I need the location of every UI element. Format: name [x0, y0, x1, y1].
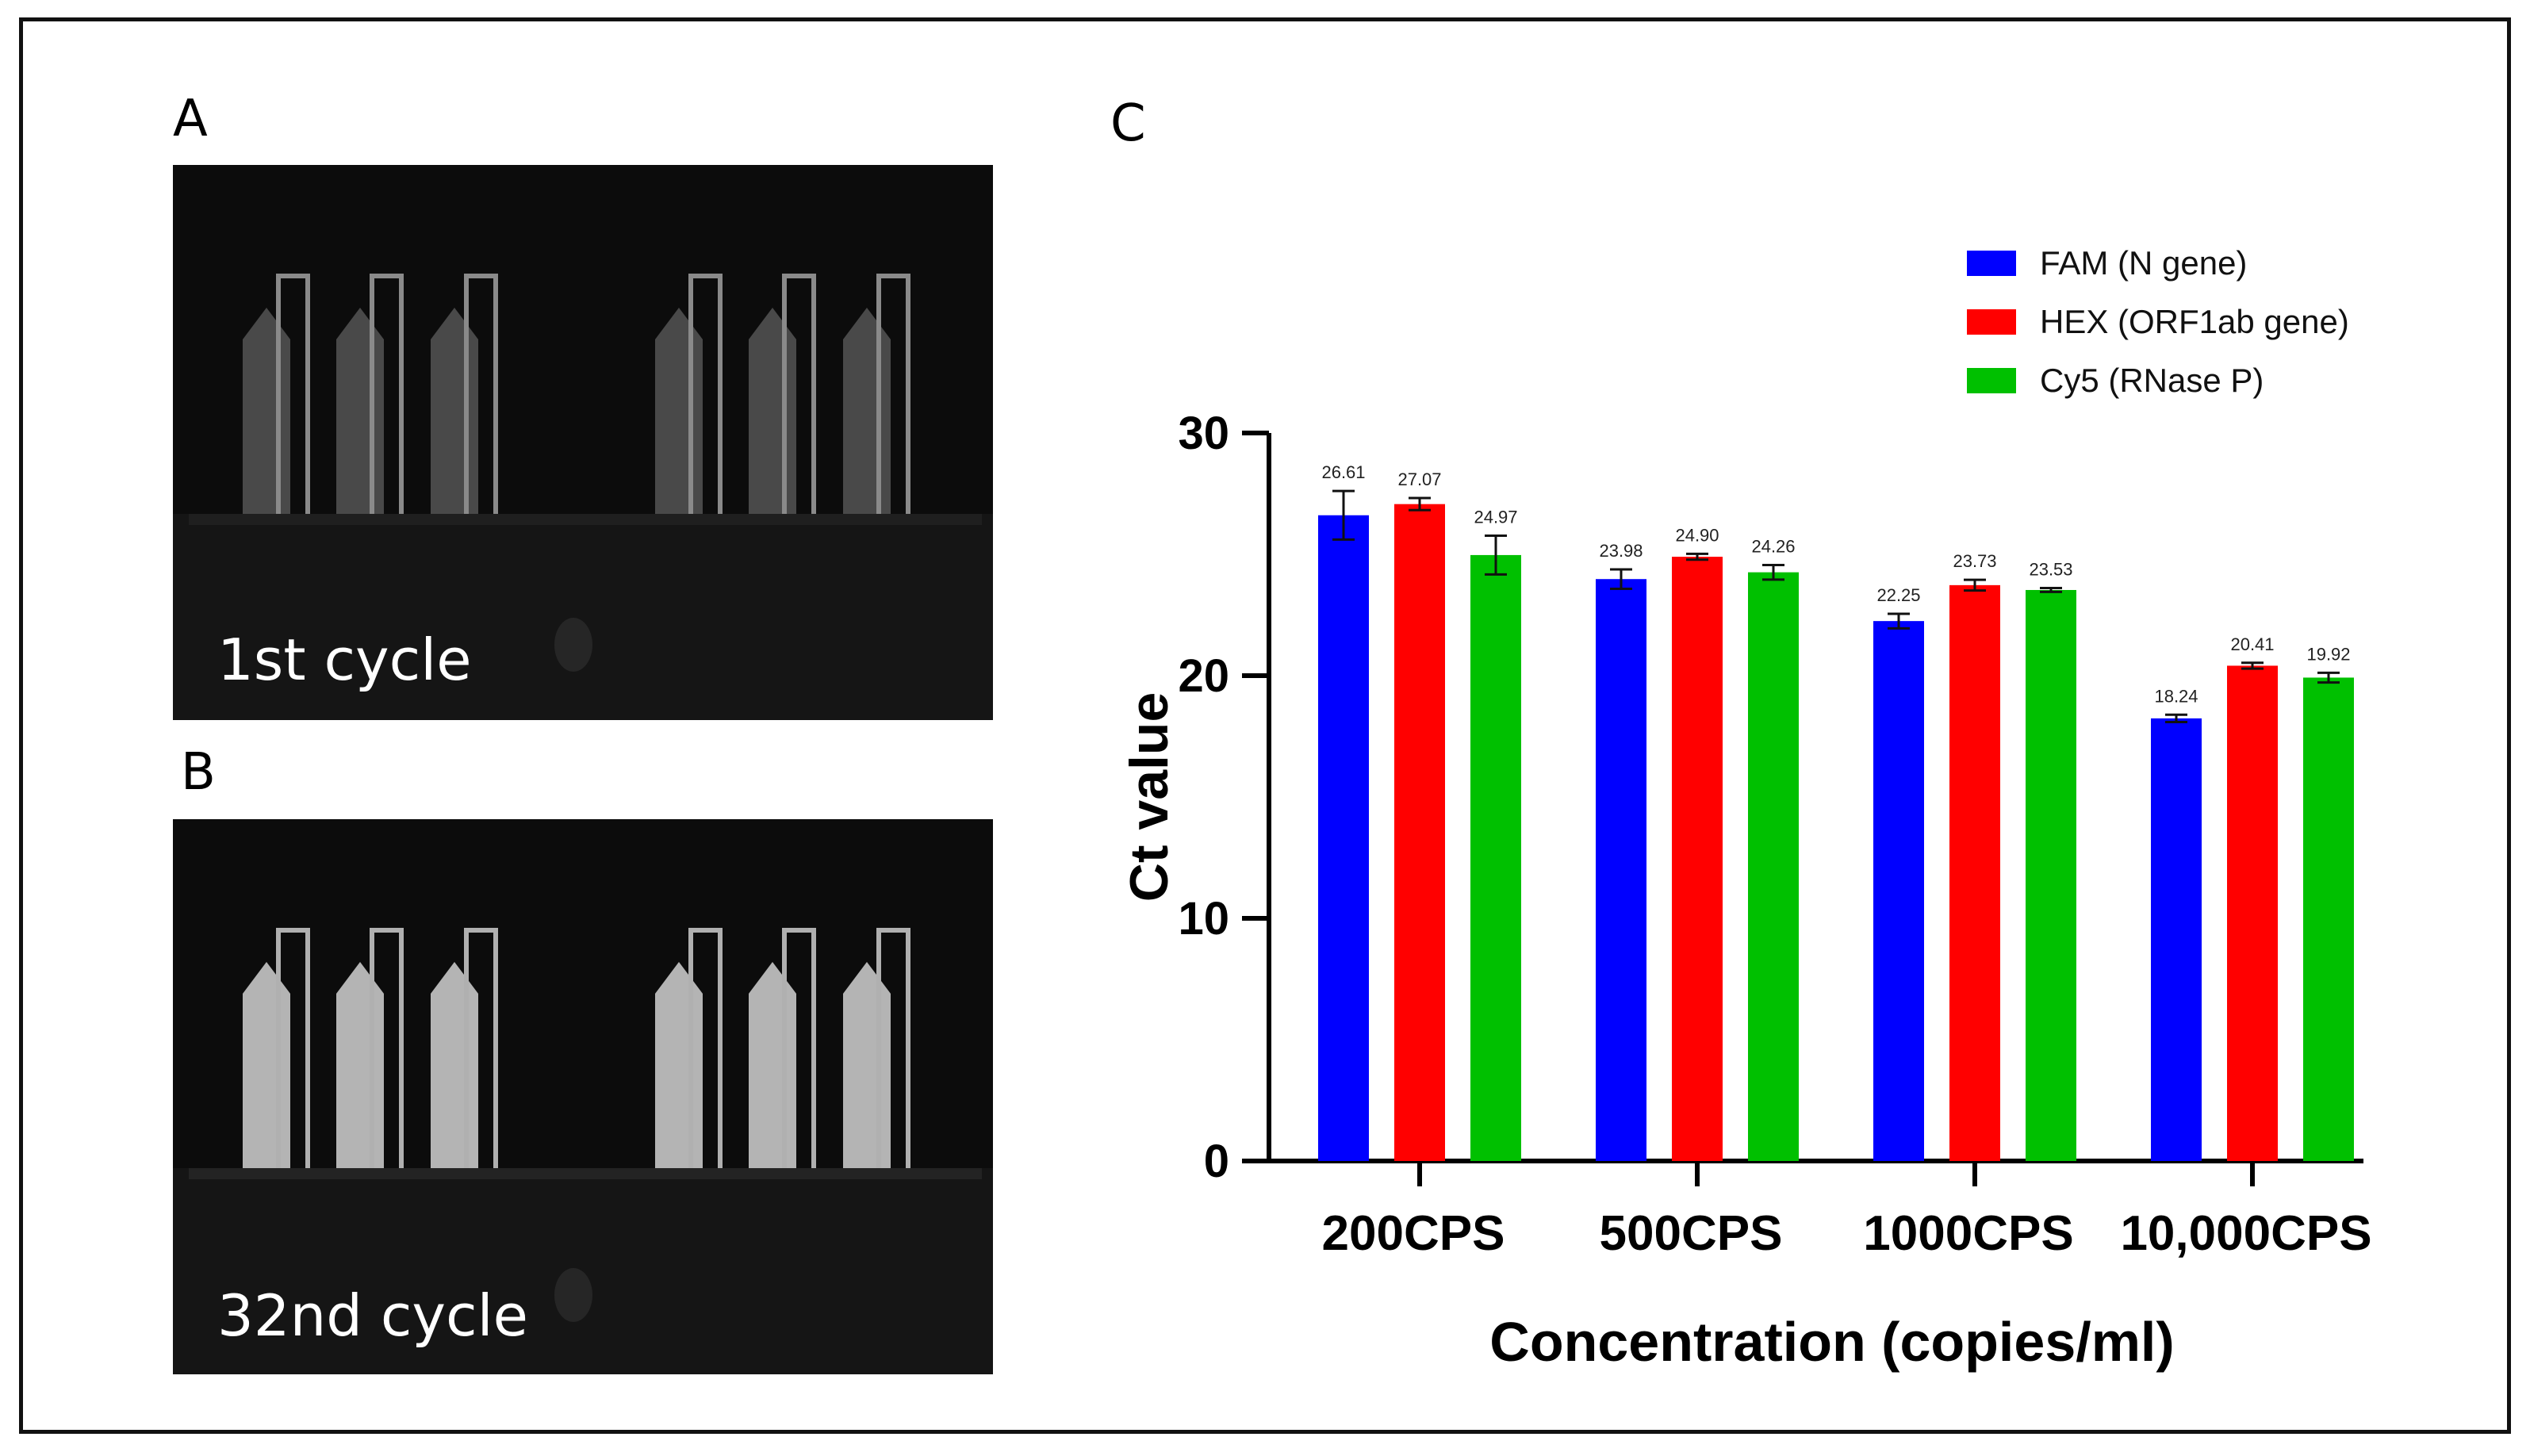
- y-tick-label: 0: [1204, 1136, 1229, 1187]
- legend-swatch-cy5: [1967, 368, 2016, 393]
- data-label: 20.41: [2230, 634, 2274, 654]
- bar: [1318, 515, 1369, 1161]
- bar: [1748, 572, 1799, 1161]
- panel-c-letter: C: [1110, 94, 1146, 153]
- data-label: 23.98: [1599, 541, 1643, 561]
- legend-swatch-fam: [1967, 251, 2016, 276]
- bar: [1949, 584, 2000, 1161]
- chip-photo-32nd-cycle: [173, 928, 993, 1374]
- bar: [2303, 677, 2354, 1161]
- x-tick-label: 10,000CPS: [2120, 1206, 2371, 1261]
- legend-label-cy5: Cy5 (RNase P): [2040, 362, 2264, 399]
- data-label: 22.25: [1876, 585, 1920, 605]
- legend-swatch-hex: [1967, 309, 2016, 335]
- panel-a-image: 1st cycle: [173, 165, 993, 720]
- panel-b-letter: B: [181, 743, 216, 802]
- data-label: 18.24: [2154, 686, 2198, 706]
- panel-b-image: 32nd cycle: [173, 819, 993, 1374]
- x-axis-label: Concentration (copies/ml): [1489, 1311, 2174, 1373]
- legend-item-cy5: Cy5 (RNase P): [1967, 351, 2349, 410]
- panel-a-letter: A: [173, 90, 208, 148]
- panel-a-caption: 1st cycle: [217, 626, 472, 693]
- legend-item-fam: FAM (N gene): [1967, 234, 2349, 293]
- data-label: 24.90: [1675, 525, 1719, 545]
- legend-item-hex: HEX (ORF1ab gene): [1967, 293, 2349, 351]
- y-tick-label: 30: [1178, 408, 1229, 459]
- bar: [1596, 579, 1646, 1161]
- y-tick-label: 20: [1178, 650, 1229, 702]
- data-label: 24.97: [1474, 507, 1517, 527]
- figure-frame: [19, 17, 2511, 1434]
- legend-label-fam: FAM (N gene): [2040, 244, 2248, 282]
- bar: [2151, 718, 2202, 1161]
- data-label: 26.61: [1321, 462, 1365, 482]
- x-tick-label: 200CPS: [1322, 1206, 1505, 1261]
- bar: [1470, 554, 1521, 1161]
- bar: [1873, 621, 1924, 1161]
- bar: [1672, 557, 1723, 1161]
- data-label: 23.53: [2029, 560, 2072, 580]
- x-tick-label: 1000CPS: [1863, 1206, 2073, 1261]
- data-label: 27.07: [1397, 469, 1441, 489]
- ct-value-bar-chart: 0 10 20 30 Ct value 200CPS 26.61 27.07 24.97 500C…: [1119, 408, 2372, 1373]
- x-tick-label: 500CPS: [1600, 1206, 1783, 1261]
- chart-legend: FAM (N gene) HEX (ORF1ab gene) Cy5 (RNas…: [1967, 234, 2349, 410]
- bar: [1394, 504, 1445, 1161]
- y-tick-label: 10: [1178, 893, 1229, 944]
- data-label: 19.92: [2306, 644, 2350, 664]
- data-label: 23.73: [1953, 551, 1996, 571]
- bar: [2026, 589, 2076, 1161]
- data-label: 24.26: [1751, 536, 1795, 556]
- panel-b-caption: 32nd cycle: [217, 1282, 528, 1349]
- y-axis-label: Ct value: [1119, 692, 1179, 902]
- bar: [2227, 665, 2278, 1161]
- legend-label-hex: HEX (ORF1ab gene): [2040, 303, 2349, 340]
- chip-photo-1st-cycle: [173, 274, 993, 720]
